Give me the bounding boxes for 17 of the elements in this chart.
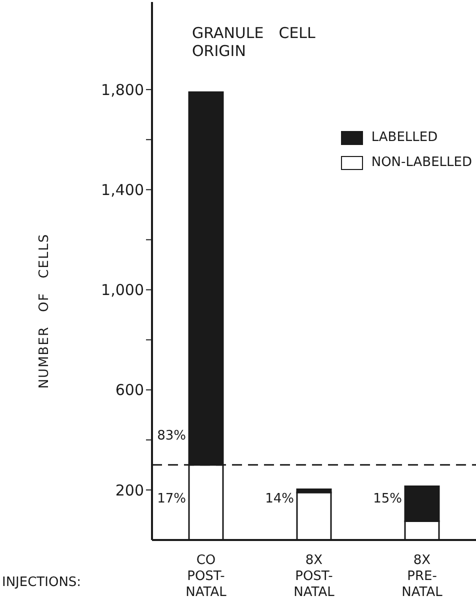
- y-tick-label: 200: [115, 481, 144, 500]
- x-tick-label: 8X POST- NATAL: [294, 553, 336, 600]
- y-tick-label: 1,400: [101, 181, 144, 199]
- x-tick-label: 8X PRE- NATAL: [402, 553, 444, 600]
- x-axis-title: INJECTIONS:: [2, 575, 82, 590]
- y-tick-label: 1,000: [101, 281, 144, 300]
- x-tick-label: CO POST- NATAL: [186, 553, 228, 600]
- annotation: 14%: [265, 492, 294, 507]
- legend-label: NON-LABELLED: [371, 155, 472, 170]
- y-tick-label: 1,800: [101, 80, 144, 99]
- annotation: 83%: [157, 428, 186, 444]
- y-axis-title: NUMBER OF CELLS: [37, 233, 52, 389]
- y-tick-label: 600: [115, 381, 144, 400]
- text: GRANULE CELL ORIGIN: [192, 24, 316, 60]
- annotation: 17%: [157, 492, 186, 507]
- annotation: 15%: [373, 492, 402, 507]
- legend-label: LABELLED: [371, 130, 438, 145]
